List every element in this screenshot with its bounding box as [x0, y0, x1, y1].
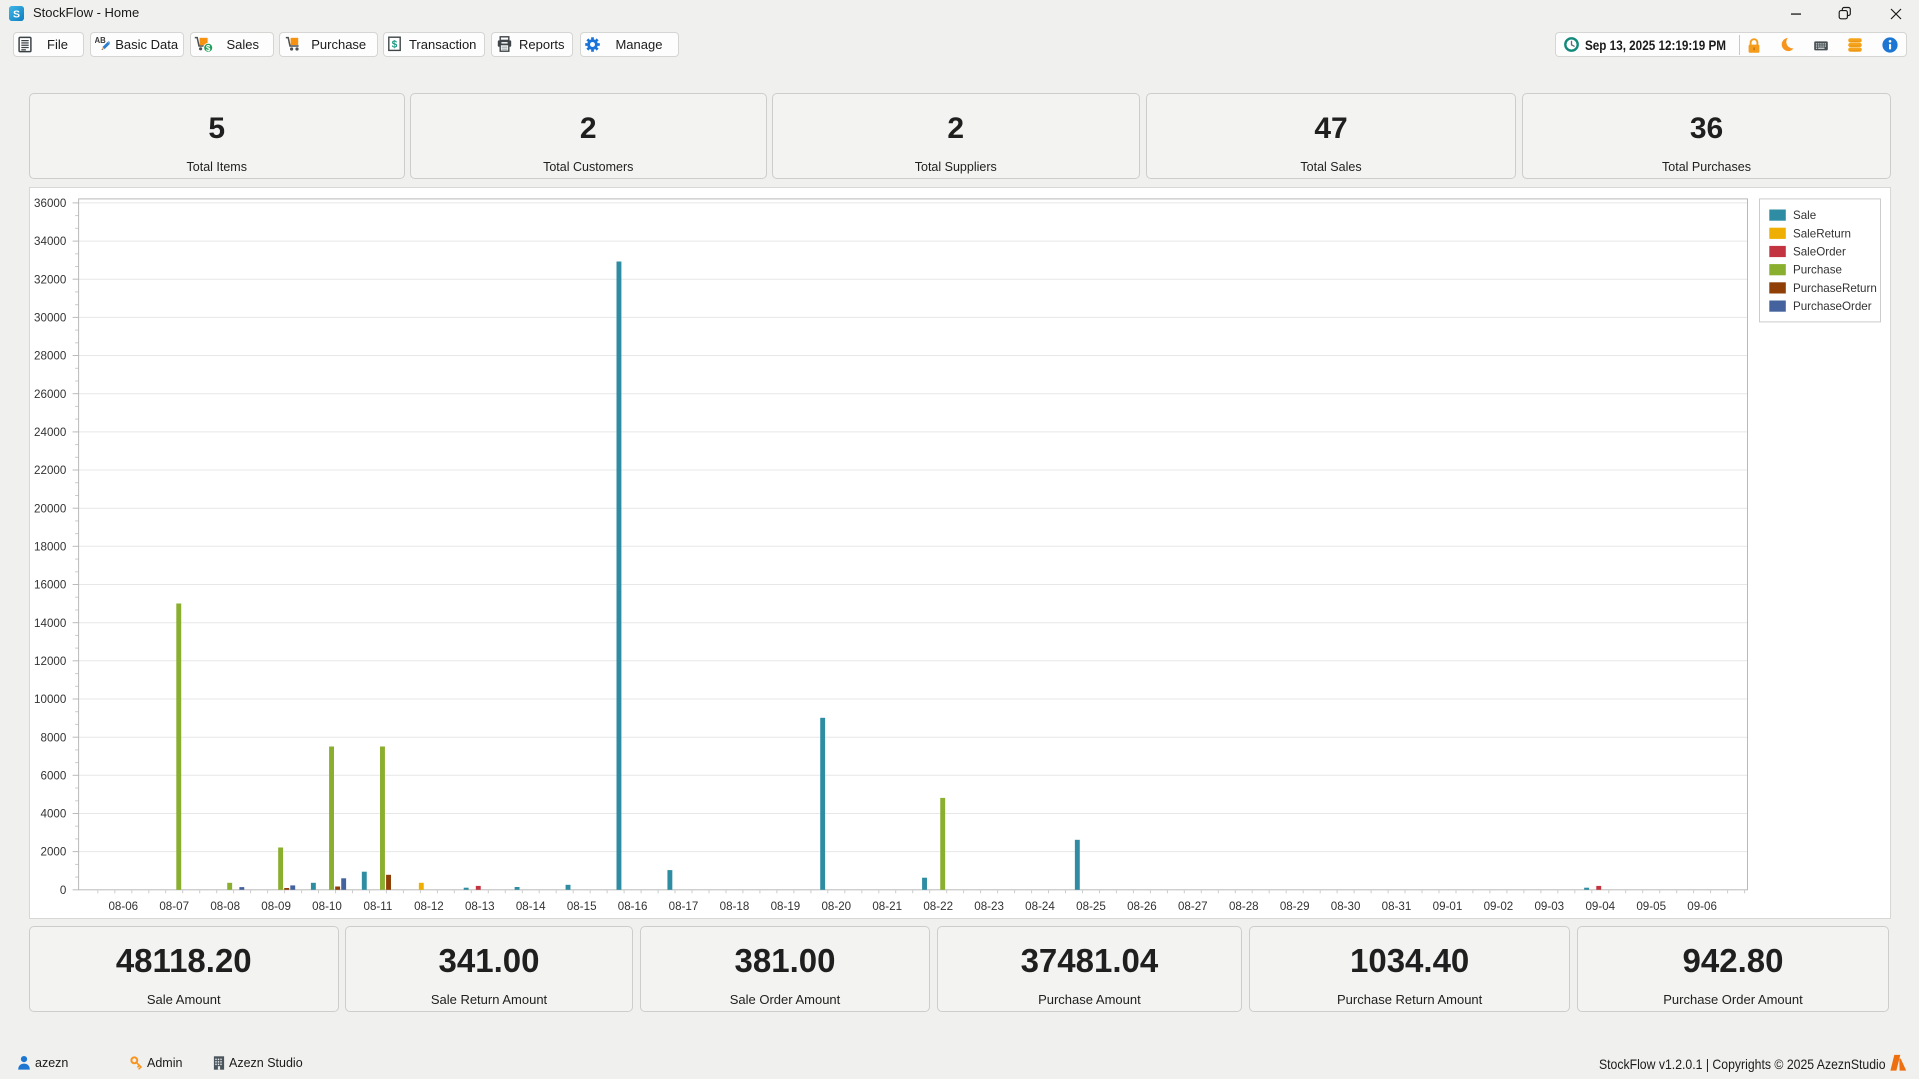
svg-text:08-25: 08-25 [1076, 900, 1106, 913]
svg-text:08-28: 08-28 [1229, 900, 1259, 913]
svg-text:08-13: 08-13 [465, 900, 495, 913]
svg-text:08-24: 08-24 [1025, 900, 1055, 913]
svg-text:AB: AB [95, 36, 106, 45]
svg-text:26000: 26000 [34, 387, 66, 400]
svg-text:Purchase: Purchase [1793, 263, 1842, 276]
svg-text:08-30: 08-30 [1331, 900, 1361, 913]
svg-text:4000: 4000 [41, 807, 67, 820]
svg-text:20000: 20000 [34, 502, 66, 515]
svg-text:S: S [12, 8, 19, 20]
svg-text:18000: 18000 [34, 540, 66, 553]
svg-text:14000: 14000 [34, 616, 66, 629]
svg-text:08-11: 08-11 [364, 900, 393, 913]
svg-text:28000: 28000 [34, 349, 66, 362]
svg-text:09-04: 09-04 [1585, 900, 1615, 913]
svg-text:08-09: 08-09 [261, 900, 291, 913]
svg-text:08-06: 08-06 [108, 900, 138, 913]
svg-text:PurchaseReturn: PurchaseReturn [1793, 281, 1877, 294]
svg-text:SaleReturn: SaleReturn [1793, 227, 1851, 240]
svg-text:08-21: 08-21 [872, 900, 902, 913]
svg-text:22000: 22000 [34, 464, 66, 477]
svg-text:08-19: 08-19 [771, 900, 801, 913]
svg-text:08-17: 08-17 [669, 900, 699, 913]
svg-text:08-20: 08-20 [821, 900, 851, 913]
svg-text:30000: 30000 [34, 311, 66, 324]
svg-text:36000: 36000 [34, 197, 66, 210]
svg-text:09-02: 09-02 [1484, 900, 1514, 913]
svg-text:PurchaseOrder: PurchaseOrder [1793, 300, 1872, 313]
svg-text:08-10: 08-10 [312, 900, 342, 913]
svg-text:09-05: 09-05 [1636, 900, 1666, 913]
svg-text:08-07: 08-07 [159, 900, 189, 913]
svg-text:0: 0 [60, 883, 66, 896]
svg-text:$: $ [392, 40, 398, 51]
svg-text:10000: 10000 [34, 693, 66, 706]
svg-text:08-31: 08-31 [1382, 900, 1412, 913]
svg-text:8000: 8000 [41, 731, 67, 744]
svg-text:32000: 32000 [34, 273, 66, 286]
svg-text:08-15: 08-15 [567, 900, 597, 913]
svg-text:$: $ [206, 44, 211, 53]
svg-text:6000: 6000 [41, 769, 67, 782]
svg-text:SaleOrder: SaleOrder [1793, 245, 1846, 258]
svg-text:08-23: 08-23 [974, 900, 1004, 913]
svg-text:08-27: 08-27 [1178, 900, 1208, 913]
svg-text:08-26: 08-26 [1127, 900, 1157, 913]
svg-text:Sale: Sale [1793, 209, 1816, 222]
svg-text:24000: 24000 [34, 426, 66, 439]
svg-text:08-18: 08-18 [720, 900, 750, 913]
svg-text:2000: 2000 [41, 845, 67, 858]
svg-text:08-14: 08-14 [516, 900, 546, 913]
svg-text:16000: 16000 [34, 578, 66, 591]
svg-text:08-22: 08-22 [923, 900, 953, 913]
svg-text:12000: 12000 [34, 654, 66, 667]
svg-text:09-03: 09-03 [1534, 900, 1564, 913]
svg-text:08-12: 08-12 [414, 900, 444, 913]
svg-text:08-29: 08-29 [1280, 900, 1310, 913]
svg-text:34000: 34000 [34, 235, 66, 248]
svg-text:09-01: 09-01 [1433, 900, 1463, 913]
svg-text:08-16: 08-16 [618, 900, 648, 913]
svg-text:09-06: 09-06 [1687, 900, 1717, 913]
svg-text:08-08: 08-08 [210, 900, 240, 913]
